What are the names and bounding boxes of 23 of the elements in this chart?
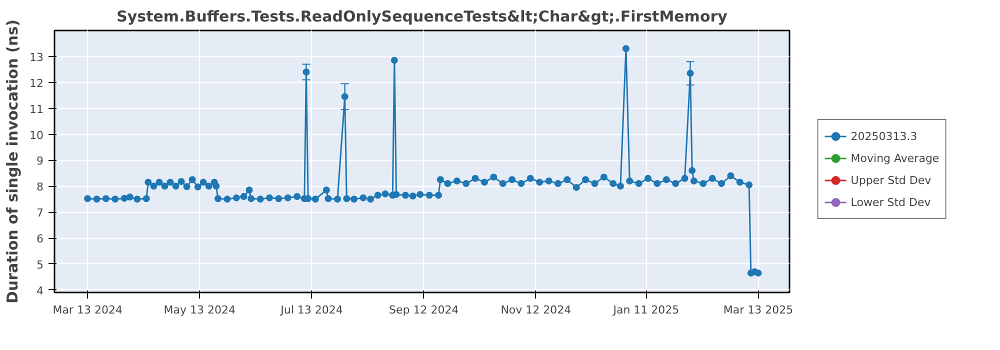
y-tick-label: 5 bbox=[36, 258, 44, 272]
y-tick-label: 13 bbox=[30, 50, 44, 64]
legend-label: Moving Average bbox=[850, 152, 940, 164]
chart-title: System.Buffers.Tests.ReadOnlySequenceTests&lt;Char&gt;.FirstMemory bbox=[116, 8, 728, 26]
y-tick-label: 10 bbox=[30, 128, 44, 142]
y-tick-label: 9 bbox=[36, 154, 44, 168]
x-tick-label: Sep 12 2024 bbox=[388, 304, 459, 316]
y-tick-label: 11 bbox=[30, 102, 44, 116]
legend-label: Lower Std Dev bbox=[850, 196, 931, 208]
legend-label: 20250313.3 bbox=[850, 130, 918, 142]
y-tick-label: 7 bbox=[36, 206, 44, 220]
y-tick-label: 4 bbox=[36, 284, 44, 298]
x-tick-label: Nov 12 2024 bbox=[500, 304, 572, 316]
x-tick-label: Mar 13 2025 bbox=[723, 304, 794, 316]
y-tick-label: 8 bbox=[36, 180, 44, 194]
x-tick-label: Mar 13 2024 bbox=[52, 304, 122, 316]
legend-label: Upper Std Dev bbox=[850, 174, 932, 186]
y-tick-label: 6 bbox=[36, 232, 44, 246]
x-tick-label: May 13 2024 bbox=[164, 304, 236, 316]
x-tick-label: Jan 11 2025 bbox=[612, 304, 680, 316]
y-tick-label: 12 bbox=[30, 76, 44, 90]
x-tick-label: Jul 13 2024 bbox=[280, 304, 343, 316]
y-axis-title: Duration of single invocation (ns) bbox=[4, 20, 22, 304]
